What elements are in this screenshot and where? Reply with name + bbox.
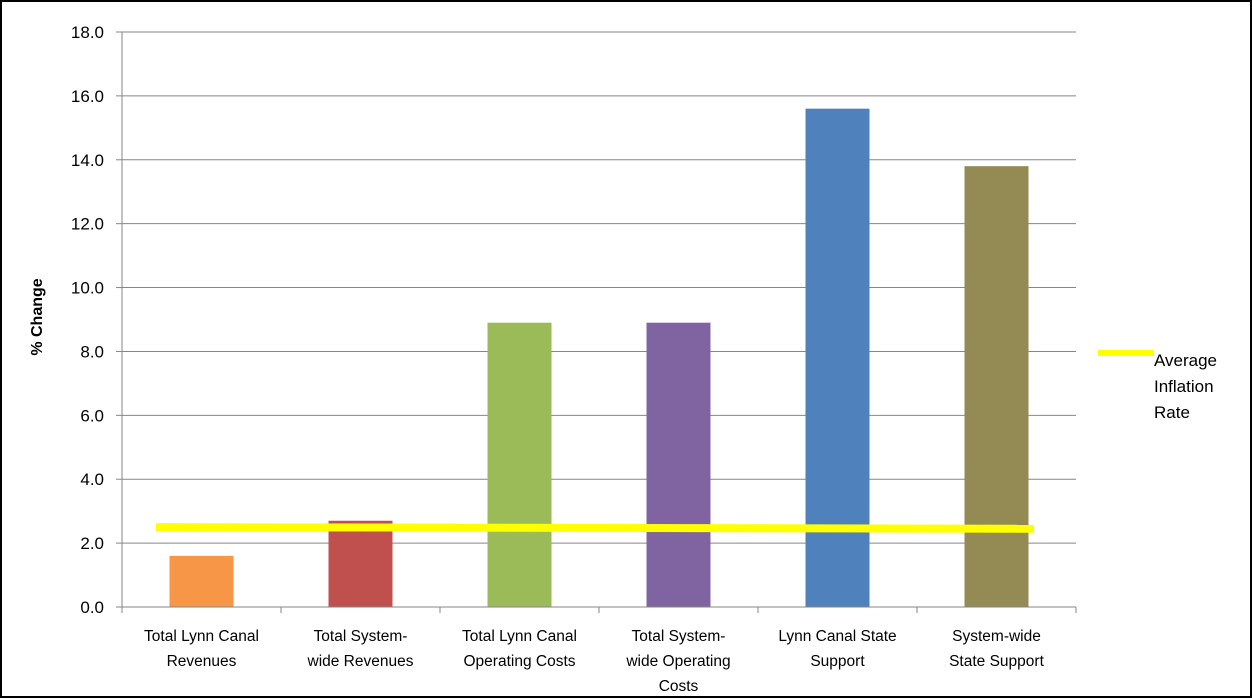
legend: Average Inflation Rate bbox=[1098, 350, 1217, 422]
reference-line bbox=[155, 523, 1035, 533]
x-tick-label: Operating Costs bbox=[464, 653, 576, 670]
y-tick-label: 6.0 bbox=[80, 406, 104, 425]
x-tick-label: Total System- bbox=[314, 628, 408, 645]
x-tick-label: System-wide bbox=[952, 628, 1041, 645]
bar bbox=[328, 520, 393, 607]
x-tick-label: Costs bbox=[659, 678, 699, 695]
x-tick-label: Total Lynn Canal bbox=[144, 628, 259, 645]
bar bbox=[487, 322, 552, 607]
bar bbox=[964, 166, 1029, 607]
y-tick-label: 0.0 bbox=[80, 598, 104, 617]
x-tick-label: Total System- bbox=[632, 628, 726, 645]
legend-label: Rate bbox=[1154, 403, 1190, 422]
axes bbox=[116, 31, 1077, 613]
y-tick-label: 10.0 bbox=[71, 279, 104, 298]
y-tick-label: 2.0 bbox=[80, 534, 104, 553]
x-tick-label: wide Operating bbox=[625, 653, 730, 670]
reference-line-group bbox=[155, 523, 1035, 533]
y-tick-label: 12.0 bbox=[71, 215, 104, 234]
y-tick-label: 18.0 bbox=[71, 23, 104, 42]
x-tick-label: Lynn Canal State bbox=[778, 628, 896, 645]
y-tick-label: 4.0 bbox=[80, 470, 104, 489]
y-axis-label: % Change bbox=[29, 278, 46, 355]
legend-label: Average bbox=[1154, 351, 1217, 370]
y-tick-labels: 0.0 2.0 4.0 6.0 8.0 10.0 12.0 14.0 16.0 18.0 bbox=[71, 23, 104, 617]
bar bbox=[646, 322, 711, 607]
x-tick-label: Total Lynn Canal bbox=[462, 628, 577, 645]
x-tick-label: State Support bbox=[949, 653, 1044, 670]
bar bbox=[169, 555, 234, 607]
y-tick-label: 14.0 bbox=[71, 151, 104, 170]
legend-label: Inflation bbox=[1154, 377, 1214, 396]
y-tick-label: 16.0 bbox=[71, 87, 104, 106]
x-tick-labels: Total Lynn Canal Revenues Total System-wid… bbox=[144, 628, 1045, 695]
gridlines bbox=[122, 31, 1076, 544]
y-tick-label: 8.0 bbox=[80, 342, 104, 361]
x-tick-label: wide Revenues bbox=[307, 653, 414, 670]
bars bbox=[169, 108, 1029, 608]
x-tick-label: Revenues bbox=[167, 653, 237, 670]
bar bbox=[805, 108, 870, 608]
x-tick-label: Support bbox=[810, 653, 865, 670]
